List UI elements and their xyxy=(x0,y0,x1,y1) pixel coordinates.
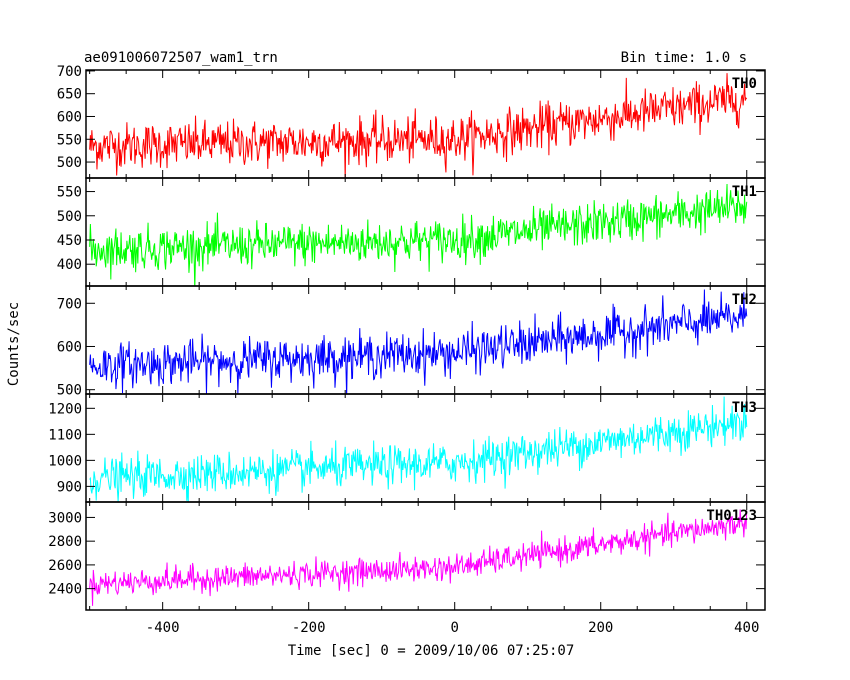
panel-label: TH0 xyxy=(732,76,757,92)
series-th0-line xyxy=(89,73,748,178)
y-tick-label: 500 xyxy=(57,155,82,171)
panel-label: TH3 xyxy=(732,400,757,416)
series-th0123-line xyxy=(89,509,748,606)
y-tick-label: 2600 xyxy=(48,558,82,574)
x-tick-label: 200 xyxy=(588,620,613,636)
y-tick-label: 500 xyxy=(57,383,82,399)
panel-label: TH2 xyxy=(732,292,757,308)
y-tick-label: 550 xyxy=(57,132,82,148)
y-tick-label: 1100 xyxy=(48,427,82,443)
panel-th2: 500 600 700 TH2 xyxy=(57,285,766,399)
y-tick-label: 700 xyxy=(57,296,82,312)
y-tick-label: 1000 xyxy=(48,453,82,469)
observation-title: ae091006072507_wam1_trn xyxy=(84,50,278,66)
y-tick-label: 3000 xyxy=(48,510,82,526)
x-tick-label: 400 xyxy=(734,620,759,636)
series-th1-line xyxy=(89,184,748,286)
panels-group: 500 550 600 650 700 TH0 400 450 500 550 TH1 500 600 7… xyxy=(48,64,766,636)
y-tick-label: 600 xyxy=(57,339,82,355)
bin-time-label: Bin time: 1.0 s xyxy=(621,50,747,66)
panel-label: TH1 xyxy=(732,184,757,200)
x-axis-title: Time [sec] 0 = 2009/10/06 07:25:07 xyxy=(288,643,575,659)
y-tick-label: 500 xyxy=(57,209,82,225)
panel-th3: 900 1000 1100 1200 TH3 xyxy=(48,393,766,503)
series-th3-line xyxy=(89,396,748,502)
y-tick-label: 900 xyxy=(57,479,82,495)
y-tick-label: 650 xyxy=(57,87,82,103)
y-tick-label: 600 xyxy=(57,109,82,125)
y-tick-label: 1200 xyxy=(48,401,82,417)
panel-th0: 500 550 600 650 700 TH0 xyxy=(57,64,766,179)
y-tick-label: 400 xyxy=(57,257,82,273)
panel-frame xyxy=(85,501,766,611)
panel-frame xyxy=(85,69,766,179)
x-tick-label: -200 xyxy=(292,620,326,636)
y-tick-label: 550 xyxy=(57,185,82,201)
panel-th0123: 2400 2600 2800 3000 TH0123 xyxy=(48,501,766,611)
x-tick-label: 0 xyxy=(450,620,458,636)
series-th2-line xyxy=(89,289,748,394)
y-tick-label: 2400 xyxy=(48,582,82,598)
y-tick-label: 450 xyxy=(57,233,82,249)
y-tick-label: 2800 xyxy=(48,534,82,550)
panel-th1: 400 450 500 550 TH1 xyxy=(57,177,766,287)
y-tick-label: 700 xyxy=(57,64,82,80)
x-tick-label: -400 xyxy=(146,620,180,636)
y-axis-title: Counts/sec xyxy=(6,302,22,386)
panel-label: TH0123 xyxy=(706,508,757,524)
panel-frame xyxy=(85,393,766,503)
